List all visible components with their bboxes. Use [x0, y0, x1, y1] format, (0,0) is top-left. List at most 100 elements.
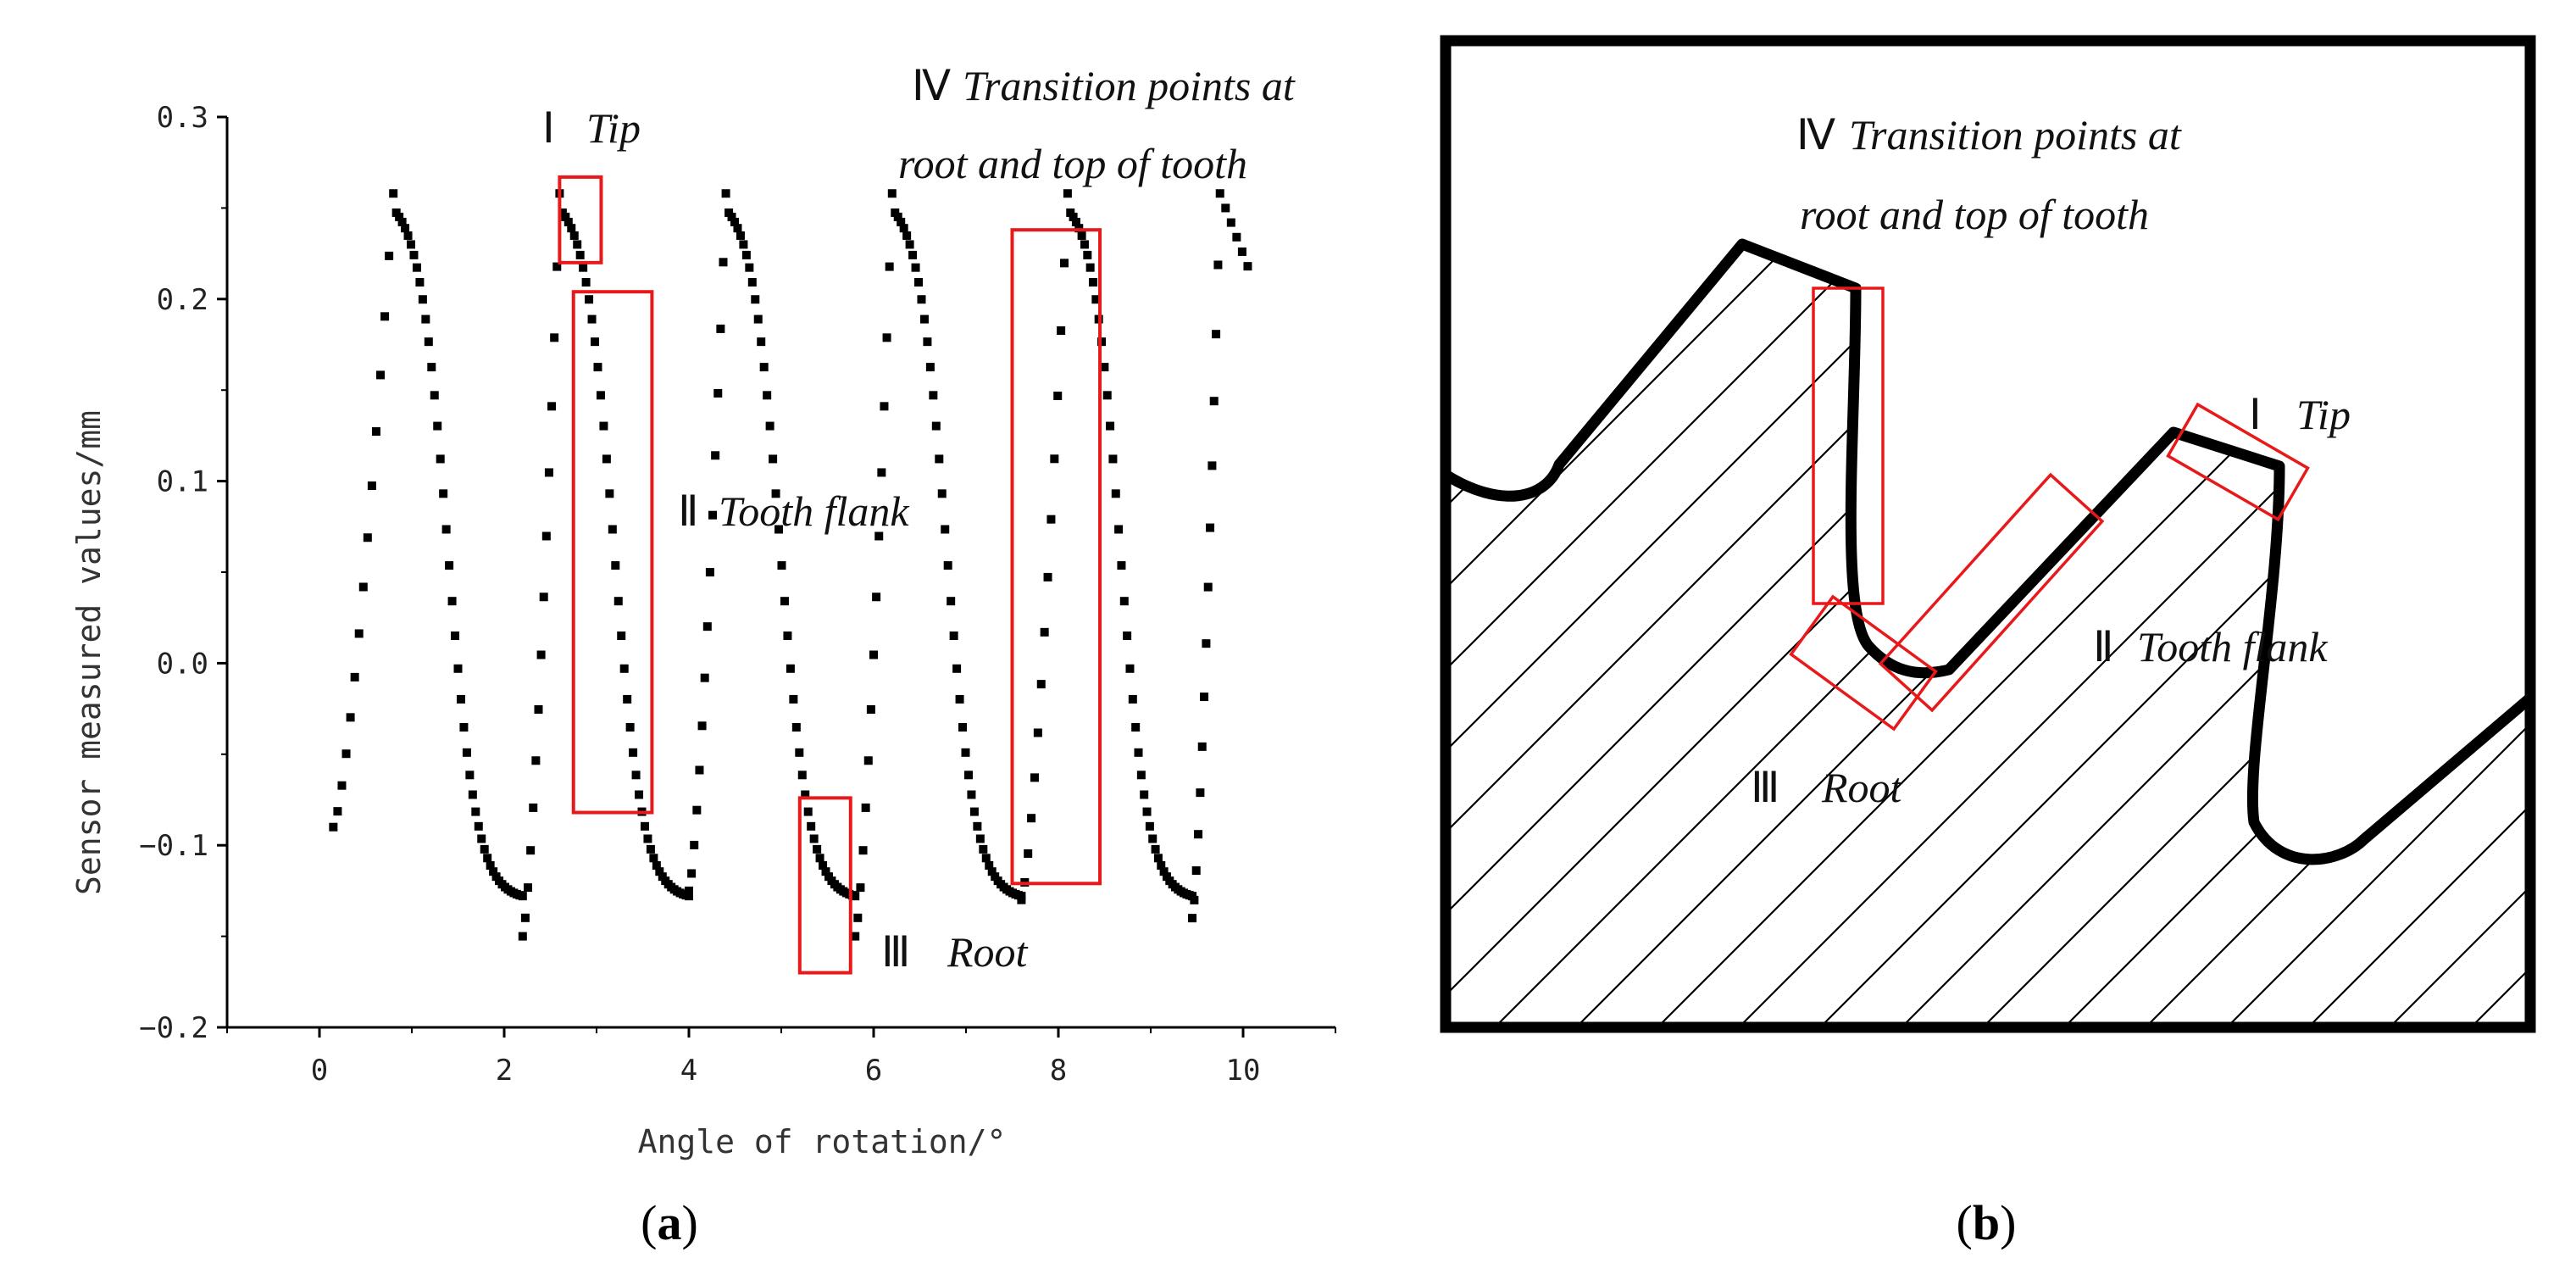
- data-point: [882, 333, 891, 342]
- data-point: [567, 224, 576, 233]
- data-point: [605, 489, 614, 498]
- data-point: [593, 363, 602, 372]
- y-tick-label: −0.1: [139, 829, 208, 863]
- data-point: [376, 370, 386, 380]
- data-point: [730, 217, 740, 226]
- data-point: [1194, 830, 1203, 839]
- data-point: [702, 622, 712, 632]
- data-point: [1053, 392, 1063, 401]
- data-point: [441, 525, 451, 534]
- data-point: [821, 867, 830, 876]
- data-point: [1063, 189, 1072, 198]
- data-point: [337, 781, 347, 790]
- data-point: [534, 704, 543, 714]
- data-points: [329, 189, 1252, 941]
- y-axis-title: Sensor measured values/mm: [70, 410, 108, 895]
- data-point: [526, 846, 536, 855]
- data-point: [897, 217, 906, 226]
- data-point: [1080, 240, 1089, 249]
- data-point: [880, 402, 889, 411]
- data-point: [949, 632, 958, 641]
- data-point: [803, 807, 813, 816]
- data-point: [1145, 821, 1154, 831]
- data-point: [430, 391, 439, 400]
- data-point: [967, 790, 976, 799]
- flank-box-b: [1878, 472, 2105, 713]
- data-point: [581, 278, 591, 287]
- data-point: [623, 694, 632, 704]
- annotation-text-line1: Transition points at: [1849, 111, 2182, 159]
- data-point: [739, 240, 748, 249]
- data-point: [529, 803, 538, 812]
- data-point: [389, 189, 398, 198]
- data-point: [520, 913, 530, 922]
- data-point: [872, 593, 881, 602]
- data-point: [640, 821, 649, 831]
- data-point: [480, 844, 489, 854]
- data-point: [861, 803, 870, 812]
- data-point: [643, 834, 652, 843]
- data-point: [937, 489, 947, 498]
- data-point: [851, 892, 860, 901]
- data-point: [1085, 263, 1095, 272]
- data-point: [1046, 515, 1056, 524]
- gear-body-hatch: [1446, 244, 2530, 1027]
- data-point: [1226, 218, 1235, 227]
- data-point: [1157, 860, 1166, 870]
- annotation-text: Tip: [586, 104, 641, 152]
- data-point: [747, 278, 757, 287]
- data-point: [1040, 627, 1049, 637]
- data-point: [905, 240, 914, 249]
- data-point: [719, 258, 728, 267]
- data-point: [687, 869, 697, 878]
- data-point: [544, 468, 553, 477]
- data-point: [1108, 454, 1118, 464]
- data-point: [851, 932, 860, 941]
- data-point: [1071, 217, 1080, 226]
- data-point: [471, 807, 480, 816]
- data-point: [1237, 247, 1246, 256]
- data-point: [741, 250, 751, 259]
- data-point: [427, 363, 436, 372]
- data-point: [1027, 814, 1036, 823]
- data-point: [550, 333, 559, 342]
- data-point: [777, 561, 786, 570]
- data-point: [585, 295, 594, 304]
- highlight-box: [1010, 228, 1102, 886]
- data-point: [1153, 854, 1163, 863]
- data-point: [596, 391, 605, 400]
- data-point: [1057, 325, 1066, 335]
- y-tick-label: 0.1: [157, 465, 208, 499]
- x-tick-label: 0: [311, 1054, 328, 1088]
- x-tick-label: 6: [865, 1054, 882, 1088]
- data-point: [1188, 914, 1197, 923]
- data-point: [874, 531, 884, 541]
- data-point: [617, 632, 626, 641]
- panel-label-a: (a): [641, 1195, 698, 1250]
- data-point: [981, 854, 991, 863]
- data-point: [955, 694, 964, 704]
- data-point: [700, 673, 709, 682]
- data-point: [1206, 523, 1215, 532]
- annotation-text: Tooth flank: [2137, 623, 2328, 670]
- data-point: [1197, 742, 1207, 751]
- annotation-tip-b: Ⅰ Tip: [2249, 391, 2351, 438]
- data-point: [453, 664, 463, 673]
- data-point: [524, 883, 533, 893]
- data-point: [733, 224, 742, 233]
- data-point: [445, 561, 454, 570]
- data-point: [931, 421, 941, 431]
- data-point: [1125, 664, 1135, 673]
- data-point: [1136, 771, 1146, 780]
- data-point: [465, 771, 475, 780]
- highlight-box: [558, 175, 603, 264]
- data-point: [1215, 189, 1224, 198]
- y-tick-label: 0.0: [157, 647, 208, 681]
- data-point: [1030, 773, 1039, 782]
- data-point: [591, 337, 600, 347]
- x-tick-label: 10: [1226, 1054, 1261, 1088]
- data-point: [1140, 790, 1149, 799]
- data-point: [536, 650, 546, 659]
- data-point: [541, 531, 551, 541]
- data-point: [1142, 807, 1152, 816]
